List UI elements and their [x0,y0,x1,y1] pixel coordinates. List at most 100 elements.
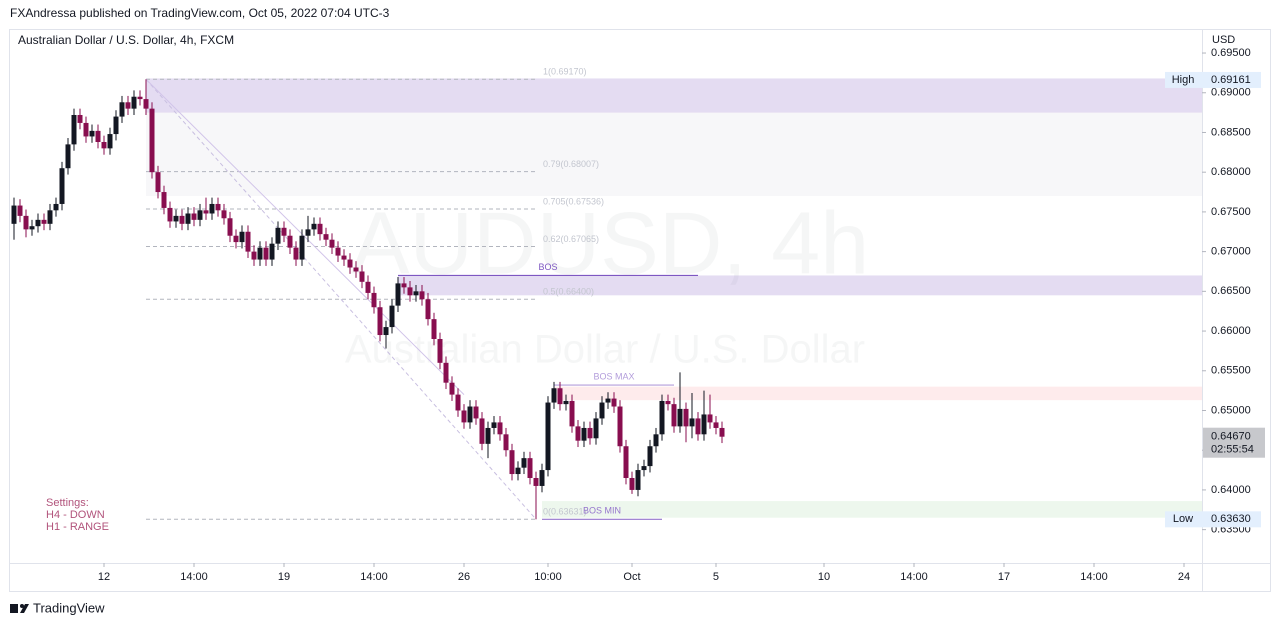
fib-label: 0.705(0.67536) [543,196,604,206]
y-tick-label: 0.69500 [1211,47,1251,59]
price-label-bg [1165,511,1261,528]
candle-body [347,259,353,268]
candle-body [449,382,455,395]
candle-body [455,394,461,411]
y-tick-label: 0.69000 [1211,87,1251,99]
candle-body [515,467,521,475]
logo-mark [20,604,24,608]
candle-body [425,299,431,320]
x-tick-label: Oct [623,571,640,583]
candle-body [473,406,479,419]
candle-body [539,470,545,486]
candle-body [197,210,203,220]
drawings: 1(0.69170) 0.79(0.68007) 0.705(0.67536) 0.6… [145,67,698,520]
candle-body [299,235,305,260]
y-tick-label: 0.67500 [1211,206,1251,218]
candle-body [671,404,677,427]
candle-body [131,96,137,109]
candle-body [149,108,155,173]
candle-body [101,142,107,149]
candle-body [719,427,725,437]
y-tick-label: 0.65000 [1211,404,1251,416]
y-tick-label: 0.66000 [1211,325,1251,337]
y-tick-label: 0.68500 [1211,126,1251,138]
candles [11,79,725,520]
zone [553,386,1202,401]
x-tick-label: 10:00 [534,571,562,583]
candle-body [227,218,233,236]
candle-body [89,130,95,137]
x-tick-label: 14:00 [180,571,208,583]
candle-body [365,281,371,293]
candle-body [323,234,329,240]
structure-label: BOS [538,262,557,272]
candle-body [497,422,503,435]
candle-body [59,168,65,204]
candle-body [677,408,683,427]
candle-body [653,434,659,447]
x-tick-label: 5 [713,571,719,583]
candle-body [395,283,401,306]
candle-body [257,247,263,260]
candle-body [713,422,719,428]
candle-body [173,215,179,222]
candle-body [221,210,227,219]
logo-mark [20,604,29,613]
candle-body [635,470,641,490]
candle-body [179,215,185,224]
candle-body [491,422,497,428]
zone [397,275,1202,296]
x-tick-label: 12 [98,571,110,583]
candle-body [341,255,347,260]
candle-body [251,251,257,260]
candle-body [509,450,515,475]
candle-body [413,291,419,296]
logo-mark [10,604,18,613]
zone [145,78,1202,113]
candle-body [137,96,143,100]
candle-body [23,215,29,230]
price-label-value: 0.69161 [1211,74,1251,86]
candle-body [191,213,197,220]
candle-body [41,219,47,224]
candle-body [683,408,689,427]
candle-body [185,213,191,224]
structure-label: BOS MAX [593,371,634,381]
candle-body [563,400,569,405]
candle-body [533,478,539,486]
candle-body [587,427,593,439]
candle-body [371,292,377,308]
fib-label: 0.5(0.66400) [543,287,594,297]
candle-body [29,226,35,230]
frame [9,29,1271,592]
candle-body [551,388,557,403]
x-tick-label: 24 [1178,571,1190,583]
price-label-name: High [1172,74,1195,86]
candle-body [209,203,215,214]
candle-body [437,338,443,363]
candle-body [143,99,149,109]
candle-body [569,400,575,427]
price-label-value: 0.63630 [1211,513,1251,525]
candle-body [83,122,89,137]
candle-body [401,283,407,288]
candle-body [287,235,293,248]
candle-body [125,102,131,109]
note: H4 - DOWN [46,509,105,521]
zone [541,501,1202,518]
candle-body [521,458,527,468]
candle-body [659,400,665,435]
y-tick-label: 0.66500 [1211,285,1251,297]
candle-body [71,114,77,145]
candle-body [113,116,119,135]
candle-body [581,427,587,441]
candle-body [281,227,287,236]
fib-label: 0.62(0.67065) [543,234,599,244]
last-price-bg [1203,427,1265,458]
candle-body [269,243,275,260]
candle-body [329,239,335,248]
candle-body [479,418,485,444]
fib-label: 0(0.63631) [543,507,587,517]
candle-body [647,446,653,467]
candle-body [611,398,617,407]
